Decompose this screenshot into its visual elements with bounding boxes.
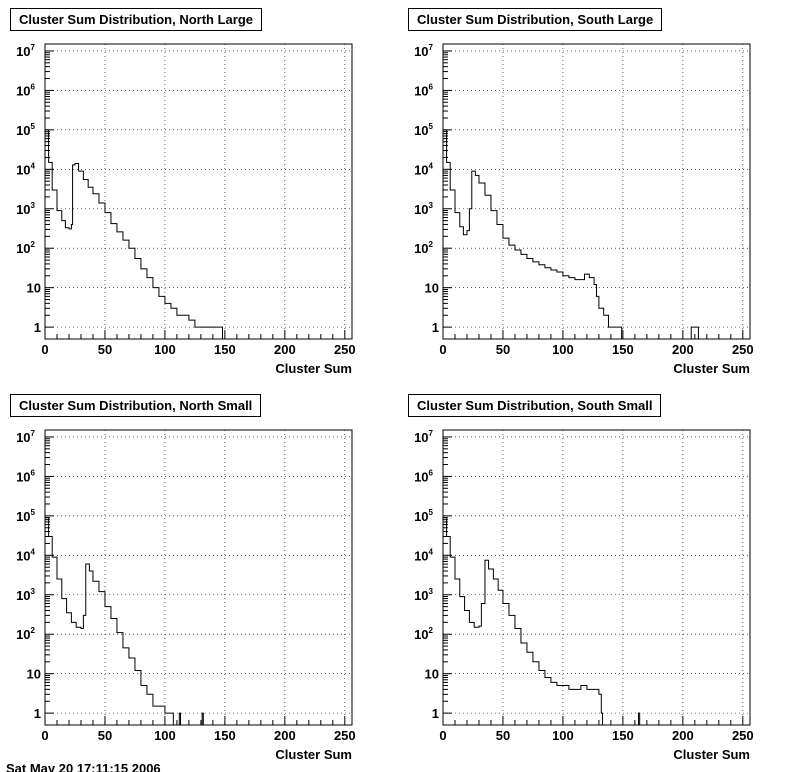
y-tick-label: 106 bbox=[16, 82, 35, 98]
y-tick-label: 107 bbox=[16, 43, 35, 59]
x-tick-label: 250 bbox=[732, 342, 754, 357]
y-tick-label: 105 bbox=[414, 508, 433, 524]
panel-north-small: Cluster Sum Distribution, North Small 0 5… bbox=[0, 386, 398, 772]
y-tick-label: 10 bbox=[27, 281, 41, 296]
y-tick-label: 1 bbox=[34, 706, 41, 721]
x-axis-title: Cluster Sum bbox=[673, 747, 750, 762]
x-tick-label: 100 bbox=[154, 342, 176, 357]
x-tick-label: 200 bbox=[274, 342, 296, 357]
y-tick-label: 107 bbox=[414, 43, 433, 59]
timestamp-footer: Sat May 20 17:11:15 2006 bbox=[6, 761, 161, 772]
x-tick-label: 150 bbox=[612, 342, 634, 357]
histogram-line bbox=[45, 517, 352, 726]
y-tick-label: 104 bbox=[414, 161, 433, 177]
x-tick-label: 150 bbox=[214, 342, 236, 357]
chart-title: Cluster Sum Distribution, North Large bbox=[10, 8, 263, 31]
y-tick-label: 104 bbox=[16, 161, 35, 177]
y-tick-label: 106 bbox=[414, 82, 433, 98]
histogram-line bbox=[443, 129, 750, 340]
chart-title: Cluster Sum Distribution, South Large bbox=[408, 8, 663, 31]
plot-north-large: 0 50 100 150 200 250 1 10 102 103 104 105 106 107 bbox=[16, 43, 356, 357]
y-tick-label: 106 bbox=[16, 468, 35, 484]
y-tick-label: 102 bbox=[16, 240, 35, 256]
y-tick-label: 104 bbox=[16, 547, 35, 563]
y-tick-label: 103 bbox=[414, 587, 433, 603]
x-tick-label: 100 bbox=[552, 342, 574, 357]
x-tick-label: 50 bbox=[496, 342, 510, 357]
y-tick-label: 103 bbox=[16, 587, 35, 603]
plot-south-small: 0 50 100 150 200 250 1 10 102 103 104 105 106 107 bbox=[414, 429, 754, 743]
plot-south-large: 0 50 100 150 200 250 1 10 102 103 104 105 106 107 bbox=[414, 43, 754, 357]
y-tick-label: 107 bbox=[414, 429, 433, 445]
y-tick-label: 102 bbox=[414, 626, 433, 642]
x-axis-title: Cluster Sum bbox=[673, 361, 750, 376]
plot-frame bbox=[442, 429, 751, 726]
x-tick-label: 50 bbox=[98, 342, 112, 357]
plot-frame bbox=[442, 43, 751, 340]
x-tick-label: 200 bbox=[274, 728, 296, 743]
chart-title: Cluster Sum Distribution, North Small bbox=[10, 394, 262, 417]
x-tick-label: 50 bbox=[496, 728, 510, 743]
plot-north-small: 0 50 100 150 200 250 1 10 102 103 104 105 106 107 bbox=[16, 429, 356, 743]
x-tick-label: 0 bbox=[439, 342, 446, 357]
x-tick-label: 50 bbox=[98, 728, 112, 743]
plot-frame bbox=[44, 429, 353, 726]
y-tick-label: 106 bbox=[414, 468, 433, 484]
y-tick-label: 103 bbox=[16, 201, 35, 217]
y-tick-label: 102 bbox=[16, 626, 35, 642]
x-axis-title: Cluster Sum bbox=[275, 361, 352, 376]
x-tick-label: 100 bbox=[552, 728, 574, 743]
x-tick-label: 150 bbox=[214, 728, 236, 743]
y-tick-label: 107 bbox=[16, 429, 35, 445]
y-tick-label: 103 bbox=[414, 201, 433, 217]
histogram-line bbox=[45, 129, 352, 340]
y-tick-label: 10 bbox=[425, 281, 439, 296]
y-tick-label: 1 bbox=[432, 706, 439, 721]
panel-south-large: Cluster Sum Distribution, South Large 0 5… bbox=[398, 0, 796, 386]
plot-frame bbox=[44, 43, 353, 340]
y-tick-label: 104 bbox=[414, 547, 433, 563]
x-tick-label: 150 bbox=[612, 728, 634, 743]
y-tick-label: 105 bbox=[16, 122, 35, 138]
panel-south-small: Cluster Sum Distribution, South Small 0 5… bbox=[398, 386, 796, 772]
chart-title: Cluster Sum Distribution, South Small bbox=[408, 394, 662, 417]
x-tick-label: 200 bbox=[672, 728, 694, 743]
x-tick-label: 200 bbox=[672, 342, 694, 357]
y-tick-label: 102 bbox=[414, 240, 433, 256]
x-tick-label: 250 bbox=[334, 342, 356, 357]
panel-north-large: Cluster Sum Distribution, North Large 0 5… bbox=[0, 0, 398, 386]
x-tick-label: 250 bbox=[334, 728, 356, 743]
x-tick-label: 0 bbox=[439, 728, 446, 743]
histogram-line bbox=[443, 517, 750, 726]
x-tick-label: 0 bbox=[41, 728, 48, 743]
y-tick-label: 105 bbox=[16, 508, 35, 524]
x-axis-title: Cluster Sum bbox=[275, 747, 352, 762]
y-tick-label: 10 bbox=[425, 667, 439, 682]
x-tick-label: 0 bbox=[41, 342, 48, 357]
y-tick-label: 10 bbox=[27, 667, 41, 682]
y-tick-label: 105 bbox=[414, 122, 433, 138]
y-tick-label: 1 bbox=[34, 320, 41, 335]
x-tick-label: 100 bbox=[154, 728, 176, 743]
x-tick-label: 250 bbox=[732, 728, 754, 743]
y-tick-label: 1 bbox=[432, 320, 439, 335]
